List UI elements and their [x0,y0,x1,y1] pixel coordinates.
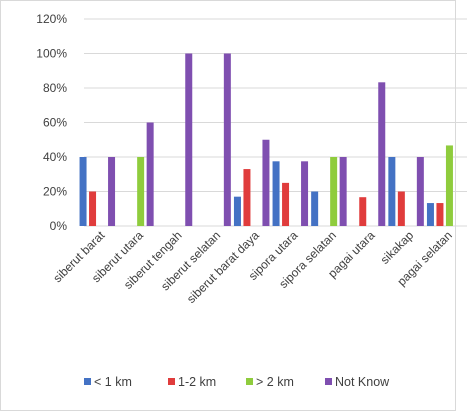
chart-border [0,0,456,411]
y-tick-label: 40% [43,150,67,164]
bar [388,157,396,226]
y-tick-label: 20% [43,185,67,199]
legend-label: > 2 km [256,375,294,389]
bar [89,191,97,226]
legend-swatch [168,378,175,385]
legend-swatch [84,378,91,385]
y-axis-ticks: 0% 20% 40% 60% 80% 100% 120% [36,12,67,233]
bar [416,157,424,226]
bar [79,157,87,226]
bar [436,203,444,226]
bar [445,145,453,226]
bar [330,157,338,226]
bar [339,157,347,226]
bar [146,122,154,226]
bar [223,53,231,226]
legend-swatch [246,378,253,385]
bar [301,161,309,226]
bar [137,157,145,226]
legend-label: 1-2 km [178,375,216,389]
legend-label: Not Know [335,375,390,389]
bar [311,191,319,226]
legend-swatch [325,378,332,385]
bar [397,191,405,226]
y-tick-label: 0% [50,219,68,233]
legend-label: < 1 km [94,375,132,389]
bar [426,203,434,226]
y-tick-label: 80% [43,81,67,95]
bar [185,53,193,226]
bar [233,196,241,226]
bar [282,182,290,226]
bar [262,139,270,226]
bar [272,161,280,226]
bar [108,157,116,226]
bar [378,82,386,227]
bar [243,169,251,226]
x-tick-label: sikakap [378,228,417,267]
y-tick-label: 100% [36,47,67,61]
legend: < 1 km 1-2 km > 2 km Not Know [84,375,390,389]
y-tick-label: 60% [43,116,67,130]
bar [359,197,367,226]
bars [79,53,453,227]
y-tick-label: 120% [36,12,67,26]
